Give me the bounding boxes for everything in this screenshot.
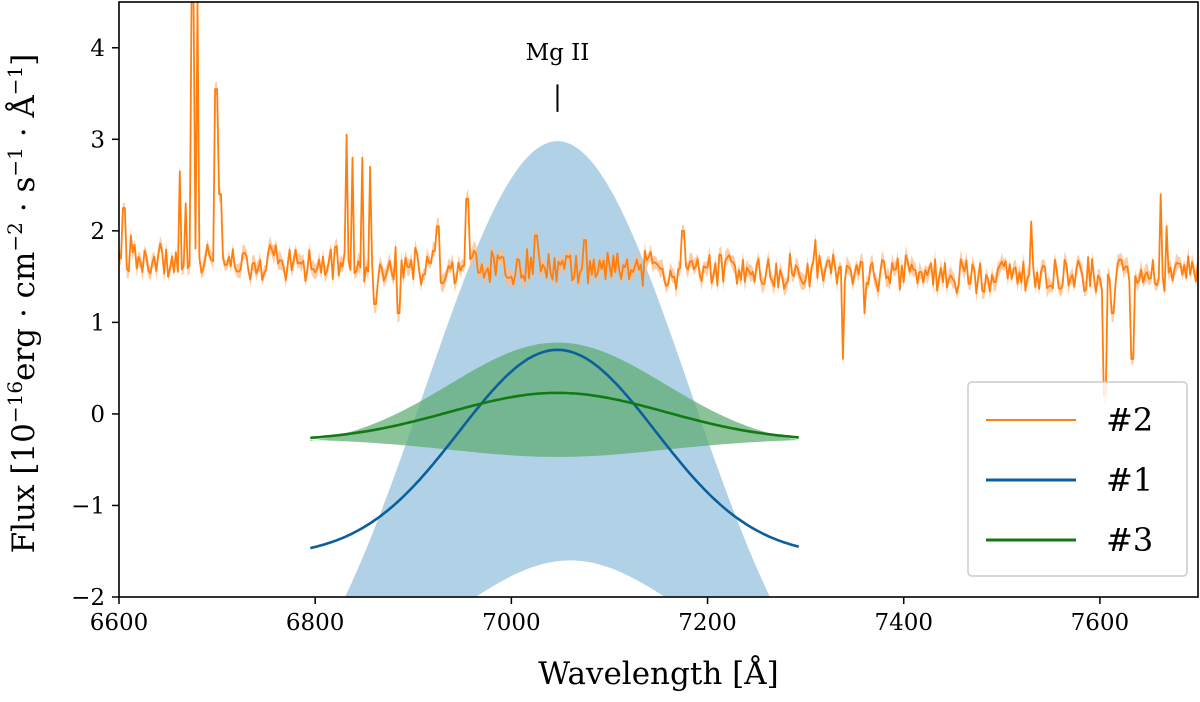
series-3-band: [310, 342, 799, 457]
ylabel-s: · s: [6, 177, 42, 222]
y-axis-label: Flux [10−16erg · cm−2 · s−1 · Å−1]: [3, 54, 42, 554]
annotations: Mg II: [526, 40, 590, 112]
x-tick-label: 6600: [90, 610, 149, 636]
ylabel-angstrom: · Å: [4, 95, 42, 148]
annotation-mg-ii: Mg II: [526, 40, 590, 66]
x-tick-label: 7000: [482, 610, 541, 636]
ylabel-exp1: −16: [3, 381, 27, 423]
y-axis: −2 −1 0 1 2 3 4: [71, 36, 119, 611]
ylabel-suffix: ]: [6, 54, 42, 66]
legend-label-3: #3: [1106, 521, 1153, 559]
x-axis: 6600 6800 7000 7200 7400 7600: [90, 597, 1129, 636]
y-tick-label: −1: [71, 493, 105, 519]
legend-box: [967, 381, 1188, 577]
x-axis-label: Wavelength [Å]: [538, 654, 778, 692]
y-tick-label: 1: [90, 310, 105, 336]
ylabel-erg: erg · cm: [6, 252, 42, 381]
series-1-line: [309, 348, 800, 550]
legend-label-2: #1: [1106, 461, 1153, 499]
confidence-bands: [119, 2, 1198, 597]
ylabel-exp3: −1: [3, 147, 27, 176]
x-tick-label: 7200: [678, 610, 737, 636]
legend: #2 #1 #3: [967, 381, 1188, 577]
y-tick-label: 3: [90, 127, 105, 153]
legend-label-1: #2: [1106, 401, 1153, 439]
ylabel-prefix: Flux [10: [6, 423, 42, 553]
series-2-line: [119, 2, 1198, 397]
series-3-line: [310, 391, 799, 440]
y-tick-label: 4: [90, 36, 105, 62]
ylabel-exp4: −1: [3, 66, 27, 95]
x-tick-label: 7600: [1071, 610, 1130, 636]
plot-frame: [118, 1, 1199, 598]
y-tick-label: 2: [90, 219, 105, 245]
y-tick-label: −2: [71, 585, 105, 611]
x-tick-label: 6800: [286, 610, 345, 636]
x-tick-label: 7400: [874, 610, 933, 636]
series-lines: [119, 2, 1198, 550]
y-tick-label: 0: [90, 402, 105, 428]
ylabel-exp2: −2: [3, 222, 27, 251]
